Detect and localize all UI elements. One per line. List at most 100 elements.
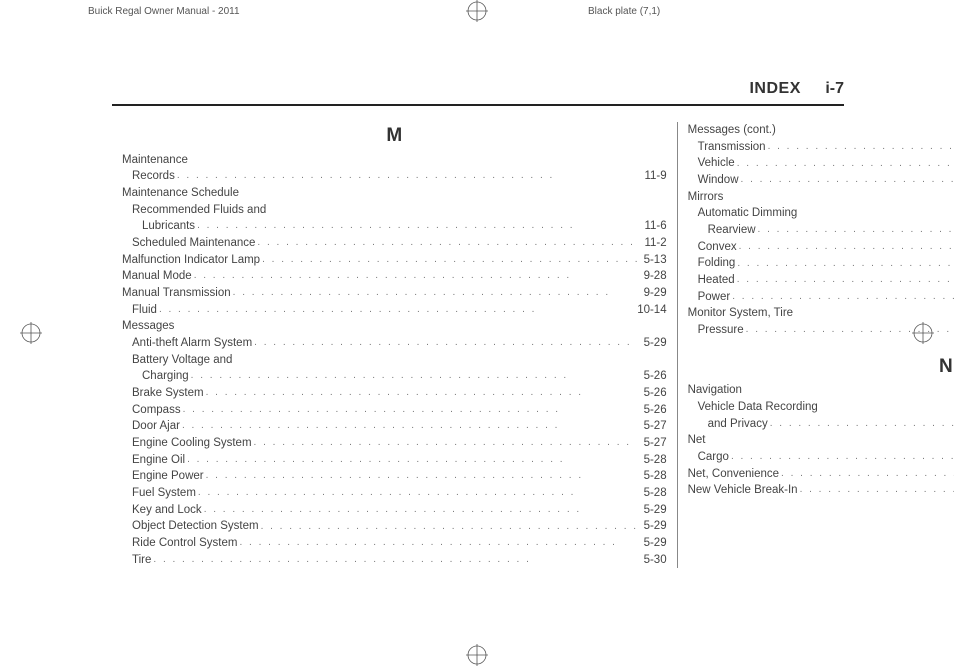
leader-dots: . . . . . . . . . . . . . . . . . . . . … xyxy=(192,269,642,285)
entry-page: 5-26 xyxy=(642,402,667,419)
entry-label: Fuel System xyxy=(132,485,196,502)
index-column: M Maintenance . . . . . . . . . . . . . . … xyxy=(112,122,677,568)
index-entry: Lubricants. . . . . . . . . . . . . . . … xyxy=(122,218,667,235)
index-entry: Folding. . . . . . . . . . . . . . . . .… xyxy=(688,255,954,272)
entry-label: Recommended Fluids and xyxy=(132,202,266,219)
leader-dots: . . . . . . . . . . . . . . . . . . . . … xyxy=(737,240,954,256)
index-entry: Rearview. . . . . . . . . . . . . . . . … xyxy=(688,222,954,239)
leader-dots: . . . . . . . . . . . . . . . . . . . . … xyxy=(181,403,642,419)
entry-page: 9-28 xyxy=(642,268,667,285)
entry-label: Cargo xyxy=(698,449,729,466)
index-entry: Window. . . . . . . . . . . . . . . . . … xyxy=(688,172,954,189)
page-header: INDEX i-7 xyxy=(112,80,844,106)
entry-label: Pressure xyxy=(698,322,744,339)
leader-dots: . . . . . . . . . . . . . . . . . . . . … xyxy=(185,453,642,469)
index-entry: Recommended Fluids and. . . . . . . . . … xyxy=(122,202,667,219)
index-entry: Convex. . . . . . . . . . . . . . . . . … xyxy=(688,239,954,256)
index-entry: Net. . . . . . . . . . . . . . . . . . .… xyxy=(688,432,954,449)
entry-label: Monitor System, Tire xyxy=(688,305,793,322)
index-entry: Pressure. . . . . . . . . . . . . . . . … xyxy=(688,322,954,339)
entry-label: Tire xyxy=(132,552,151,569)
index-entry: Manual Mode. . . . . . . . . . . . . . .… xyxy=(122,268,667,285)
leader-dots: . . . . . . . . . . . . . . . . . . . . … xyxy=(252,336,641,352)
entry-page xyxy=(665,185,667,202)
entry-page: 5-29 xyxy=(642,335,667,352)
leader-dots: . . . . . . . . . . . . . . . . . . . . … xyxy=(735,273,954,289)
page-number: i-7 xyxy=(825,80,844,97)
entry-label: Engine Power xyxy=(132,468,204,485)
entry-page: 9-29 xyxy=(642,285,667,302)
crop-mark-top xyxy=(466,0,488,22)
index-column: Messages (cont.). . . . . . . . . . . . … xyxy=(677,122,954,568)
index-entry: Power. . . . . . . . . . . . . . . . . .… xyxy=(688,289,954,306)
leader-dots: . . . . . . . . . . . . . . . . . . . . … xyxy=(768,417,954,433)
entry-page xyxy=(665,318,667,335)
entry-label: Malfunction Indicator Lamp xyxy=(122,252,260,269)
index-entry: Door Ajar. . . . . . . . . . . . . . . .… xyxy=(122,418,667,435)
entry-label: Door Ajar xyxy=(132,418,180,435)
leader-dots: . . . . . . . . . . . . . . . . . . . . … xyxy=(260,253,642,269)
index-entry: New Vehicle Break-In. . . . . . . . . . … xyxy=(688,482,954,499)
index-entry: Automatic Dimming. . . . . . . . . . . .… xyxy=(688,205,954,222)
index-entry: Transmission. . . . . . . . . . . . . . … xyxy=(688,139,954,156)
index-entry: Messages (cont.). . . . . . . . . . . . … xyxy=(688,122,954,139)
index-entry: Battery Voltage and. . . . . . . . . . .… xyxy=(122,352,667,369)
leader-dots: . . . . . . . . . . . . . . . . . . . . … xyxy=(730,290,954,306)
leader-dots: . . . . . . . . . . . . . . . . . . . . … xyxy=(151,553,641,569)
entry-label: Manual Mode xyxy=(122,268,192,285)
leader-dots: . . . . . . . . . . . . . . . . . . . . … xyxy=(766,140,954,156)
index-entry: Vehicle. . . . . . . . . . . . . . . . .… xyxy=(688,155,954,172)
entry-page xyxy=(665,202,667,219)
leader-dots: . . . . . . . . . . . . . . . . . . . . … xyxy=(196,486,642,502)
leader-dots: . . . . . . . . . . . . . . . . . . . . … xyxy=(204,386,642,402)
entry-page: 11-9 xyxy=(642,168,666,185)
index-entry: Malfunction Indicator Lamp. . . . . . . … xyxy=(122,252,667,269)
entry-label: Key and Lock xyxy=(132,502,202,519)
entry-label: Power xyxy=(698,289,731,306)
entry-page: 11-6 xyxy=(642,218,666,235)
entry-page: 10-14 xyxy=(635,302,666,319)
entry-label: and Privacy xyxy=(708,416,768,433)
entry-page: 5-28 xyxy=(642,468,667,485)
entry-page: 5-29 xyxy=(642,535,667,552)
index-entry: and Privacy. . . . . . . . . . . . . . .… xyxy=(688,416,954,433)
entry-label: Maintenance xyxy=(122,152,188,169)
entry-label: Battery Voltage and xyxy=(132,352,232,369)
index-entry: Records. . . . . . . . . . . . . . . . .… xyxy=(122,168,667,185)
entry-page: 5-29 xyxy=(642,518,667,535)
section-letter: M xyxy=(122,122,667,150)
index-entry: Net, Convenience. . . . . . . . . . . . … xyxy=(688,466,954,483)
leader-dots: . . . . . . . . . . . . . . . . . . . . … xyxy=(756,223,954,239)
entry-label: Lubricants xyxy=(142,218,195,235)
crop-mark-bottom xyxy=(466,644,488,666)
entry-label: Charging xyxy=(142,368,189,385)
index-entry: Mirrors. . . . . . . . . . . . . . . . .… xyxy=(688,189,954,206)
entry-label: Messages (cont.) xyxy=(688,122,776,139)
leader-dots: . . . . . . . . . . . . . . . . . . . . … xyxy=(255,236,642,252)
index-entry: Messages. . . . . . . . . . . . . . . . … xyxy=(122,318,667,335)
entry-label: Maintenance Schedule xyxy=(122,185,239,202)
entry-label: Messages xyxy=(122,318,174,335)
leader-dots: . . . . . . . . . . . . . . . . . . . . … xyxy=(195,219,642,235)
leader-dots: . . . . . . . . . . . . . . . . . . . . … xyxy=(729,450,954,466)
leader-dots: . . . . . . . . . . . . . . . . . . . . … xyxy=(157,303,635,319)
entry-page: 5-28 xyxy=(642,485,667,502)
entry-label: Navigation xyxy=(688,382,742,399)
leader-dots: . . . . . . . . . . . . . . . . . . . . … xyxy=(237,536,641,552)
entry-page: 5-28 xyxy=(642,452,667,469)
entry-label: Anti-theft Alarm System xyxy=(132,335,252,352)
index-entry: Fuel System. . . . . . . . . . . . . . .… xyxy=(122,485,667,502)
leader-dots: . . . . . . . . . . . . . . . . . . . . … xyxy=(739,173,954,189)
entry-label: Vehicle Data Recording xyxy=(698,399,818,416)
section-title: INDEX xyxy=(749,80,800,97)
index-entry: Engine Cooling System. . . . . . . . . .… xyxy=(122,435,667,452)
leader-dots: . . . . . . . . . . . . . . . . . . . . … xyxy=(259,520,642,536)
entry-label: Vehicle xyxy=(698,155,735,172)
index-entry: Object Detection System. . . . . . . . .… xyxy=(122,518,667,535)
leader-dots: . . . . . . . . . . . . . . . . . . . . … xyxy=(202,503,642,519)
entry-label: Transmission xyxy=(698,139,766,156)
entry-page: 5-27 xyxy=(642,418,667,435)
leader-dots: . . . . . . . . . . . . . . . . . . . . … xyxy=(231,286,642,302)
entry-label: Automatic Dimming xyxy=(698,205,798,222)
leader-dots: . . . . . . . . . . . . . . . . . . . . … xyxy=(779,467,954,483)
